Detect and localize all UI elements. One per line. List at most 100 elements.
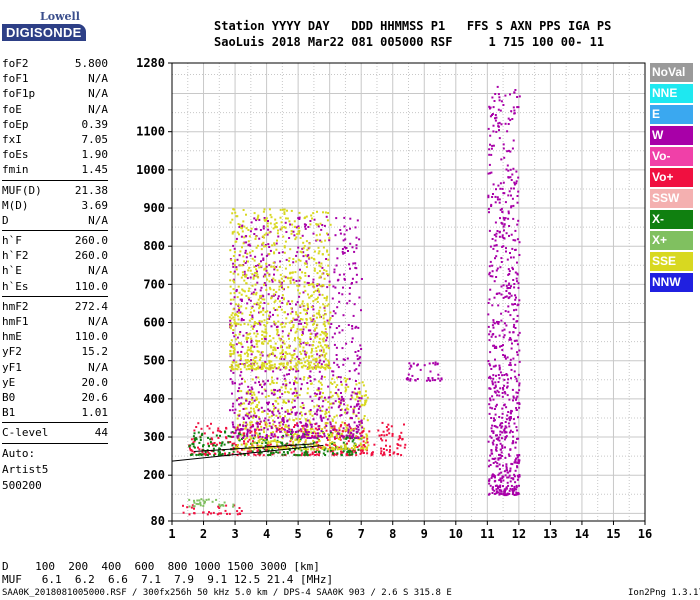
auto-scaling-text: 500200 xyxy=(2,478,42,492)
footer-version: Ion2Png 1.3.17 xyxy=(628,588,700,598)
param-separator xyxy=(2,179,108,181)
auto-scaling-text: Auto: xyxy=(2,446,36,460)
x-tick-label: 3 xyxy=(231,527,238,541)
param-row: D N/A xyxy=(2,213,108,228)
param-value: N/A xyxy=(88,213,108,227)
param-separator xyxy=(2,422,108,424)
y-tick-label: 1000 xyxy=(136,163,165,177)
legend-entry-vo-: Vo- xyxy=(650,147,693,166)
y-tick-label: 300 xyxy=(143,430,165,444)
x-tick-label: 15 xyxy=(606,527,620,541)
param-value: 5.800 xyxy=(74,57,108,70)
x-tick-label: 16 xyxy=(638,527,652,541)
param-separator xyxy=(2,230,108,232)
param-name: yF1 xyxy=(2,360,22,374)
param-row: M(D) 3.69 xyxy=(2,198,108,213)
param-row: foEp 0.39 xyxy=(2,117,108,132)
trace-line xyxy=(194,443,314,452)
param-value: 21.38 xyxy=(74,183,108,197)
param-value: N/A xyxy=(88,264,108,278)
param-value: 110.0 xyxy=(74,279,108,293)
param-value: 3.69 xyxy=(81,198,109,212)
plot-frame xyxy=(171,62,646,522)
param-value: 260.0 xyxy=(74,249,108,263)
param-value: N/A xyxy=(88,360,108,374)
x-tick-label: 11 xyxy=(480,527,494,541)
param-name: h`Es xyxy=(2,279,29,293)
param-name: M(D) xyxy=(2,198,29,212)
param-value: 44 xyxy=(94,426,108,440)
param-value: 260.0 xyxy=(74,234,108,248)
param-row: hmF2 272.4 xyxy=(2,299,108,314)
x-tick-label: 8 xyxy=(389,527,396,541)
y-tick-label: 800 xyxy=(143,239,165,253)
x-tick-label: 10 xyxy=(449,527,463,541)
param-value: 0.39 xyxy=(81,117,109,131)
echo-region-Es-layer xyxy=(182,504,243,516)
y-tick-label: 1100 xyxy=(136,125,165,139)
param-value: 1.01 xyxy=(81,406,109,420)
param-row: h`F 260.0 xyxy=(2,233,108,248)
echo-region-oblique-W xyxy=(405,361,443,382)
x-tick-label: 13 xyxy=(543,527,557,541)
header-values: SaoLuis 2018 Mar22 081 005000 RSF 1 715 … xyxy=(214,35,605,49)
param-name: C-level xyxy=(2,426,49,440)
echo-region-scatter-11-12MHz xyxy=(487,85,521,497)
param-name: foE xyxy=(2,102,22,116)
auto-scaling-text: Artist5 xyxy=(2,462,49,476)
legend-entry-nne: NNE xyxy=(650,84,693,103)
param-name: MUF(D) xyxy=(2,183,42,197)
logo-digisonde-text: DIGISONDE xyxy=(2,24,86,41)
legend-entry-vo-: Vo+ xyxy=(650,168,693,187)
param-name: foEp xyxy=(2,117,29,131)
param-value: N/A xyxy=(88,315,108,328)
param-name: foF1p xyxy=(2,87,36,101)
echo-region-Es-green xyxy=(188,498,235,508)
param-value: 7.05 xyxy=(81,132,109,146)
y-tick-label: 1280 xyxy=(136,56,165,70)
param-value: 1.90 xyxy=(81,148,109,162)
param-name: B0 xyxy=(2,390,16,404)
param-name: D xyxy=(2,213,9,227)
echo-region-F-trace-yellow xyxy=(235,376,370,451)
param-row: foE N/A xyxy=(2,102,108,117)
footer-file-info: SAA0K_2018081005000.RSF / 300fx256h 50 k… xyxy=(2,588,452,598)
param-value: N/A xyxy=(88,87,108,101)
param-row: h`Es 110.0 xyxy=(2,279,108,294)
param-name: h`F xyxy=(2,234,22,248)
param-name: B1 xyxy=(2,406,16,420)
x-tick-label: 5 xyxy=(295,527,302,541)
param-row: foF1p N/A xyxy=(2,86,108,101)
param-row: yE 20.0 xyxy=(2,375,108,390)
y-tick-label: 600 xyxy=(143,316,165,330)
param-value: 272.4 xyxy=(74,299,108,313)
param-value: 20.0 xyxy=(81,375,109,389)
x-tick-label: 6 xyxy=(326,527,333,541)
param-name: h`F2 xyxy=(2,249,29,263)
param-row: fxI 7.05 xyxy=(2,132,108,147)
y-tick-label: 900 xyxy=(143,201,165,215)
param-value: N/A xyxy=(88,102,108,116)
legend-entry-sse: SSE xyxy=(650,252,693,271)
plot-grid xyxy=(171,63,646,521)
param-value: N/A xyxy=(88,72,108,86)
muf-distance-row: D 100 200 400 600 800 1000 1500 3000 [km… xyxy=(2,560,320,573)
x-tick-label: 7 xyxy=(358,527,365,541)
legend: NoVal NNE E W Vo- Vo+ SSW X- X+ SSE NNW xyxy=(650,63,693,294)
param-name: yE xyxy=(2,375,16,389)
x-tick-label: 4 xyxy=(263,527,270,541)
param-row: h`F2 260.0 xyxy=(2,248,108,263)
param-row: fmin 1.45 xyxy=(2,162,108,177)
param-row: MUF(D) 21.38 xyxy=(2,183,108,198)
param-separator xyxy=(2,295,108,297)
logo-lowell-text: Lowell xyxy=(40,10,80,23)
param-name: hmF1 xyxy=(2,315,29,328)
y-tick-label: 400 xyxy=(143,392,165,406)
param-row: C-level 44 xyxy=(2,425,108,440)
param-name: hmF2 xyxy=(2,299,29,313)
param-value: 20.6 xyxy=(81,390,109,404)
param-row: foEs 1.90 xyxy=(2,147,108,162)
param-row: B0 20.6 xyxy=(2,390,108,405)
param-name: foEs xyxy=(2,148,29,162)
